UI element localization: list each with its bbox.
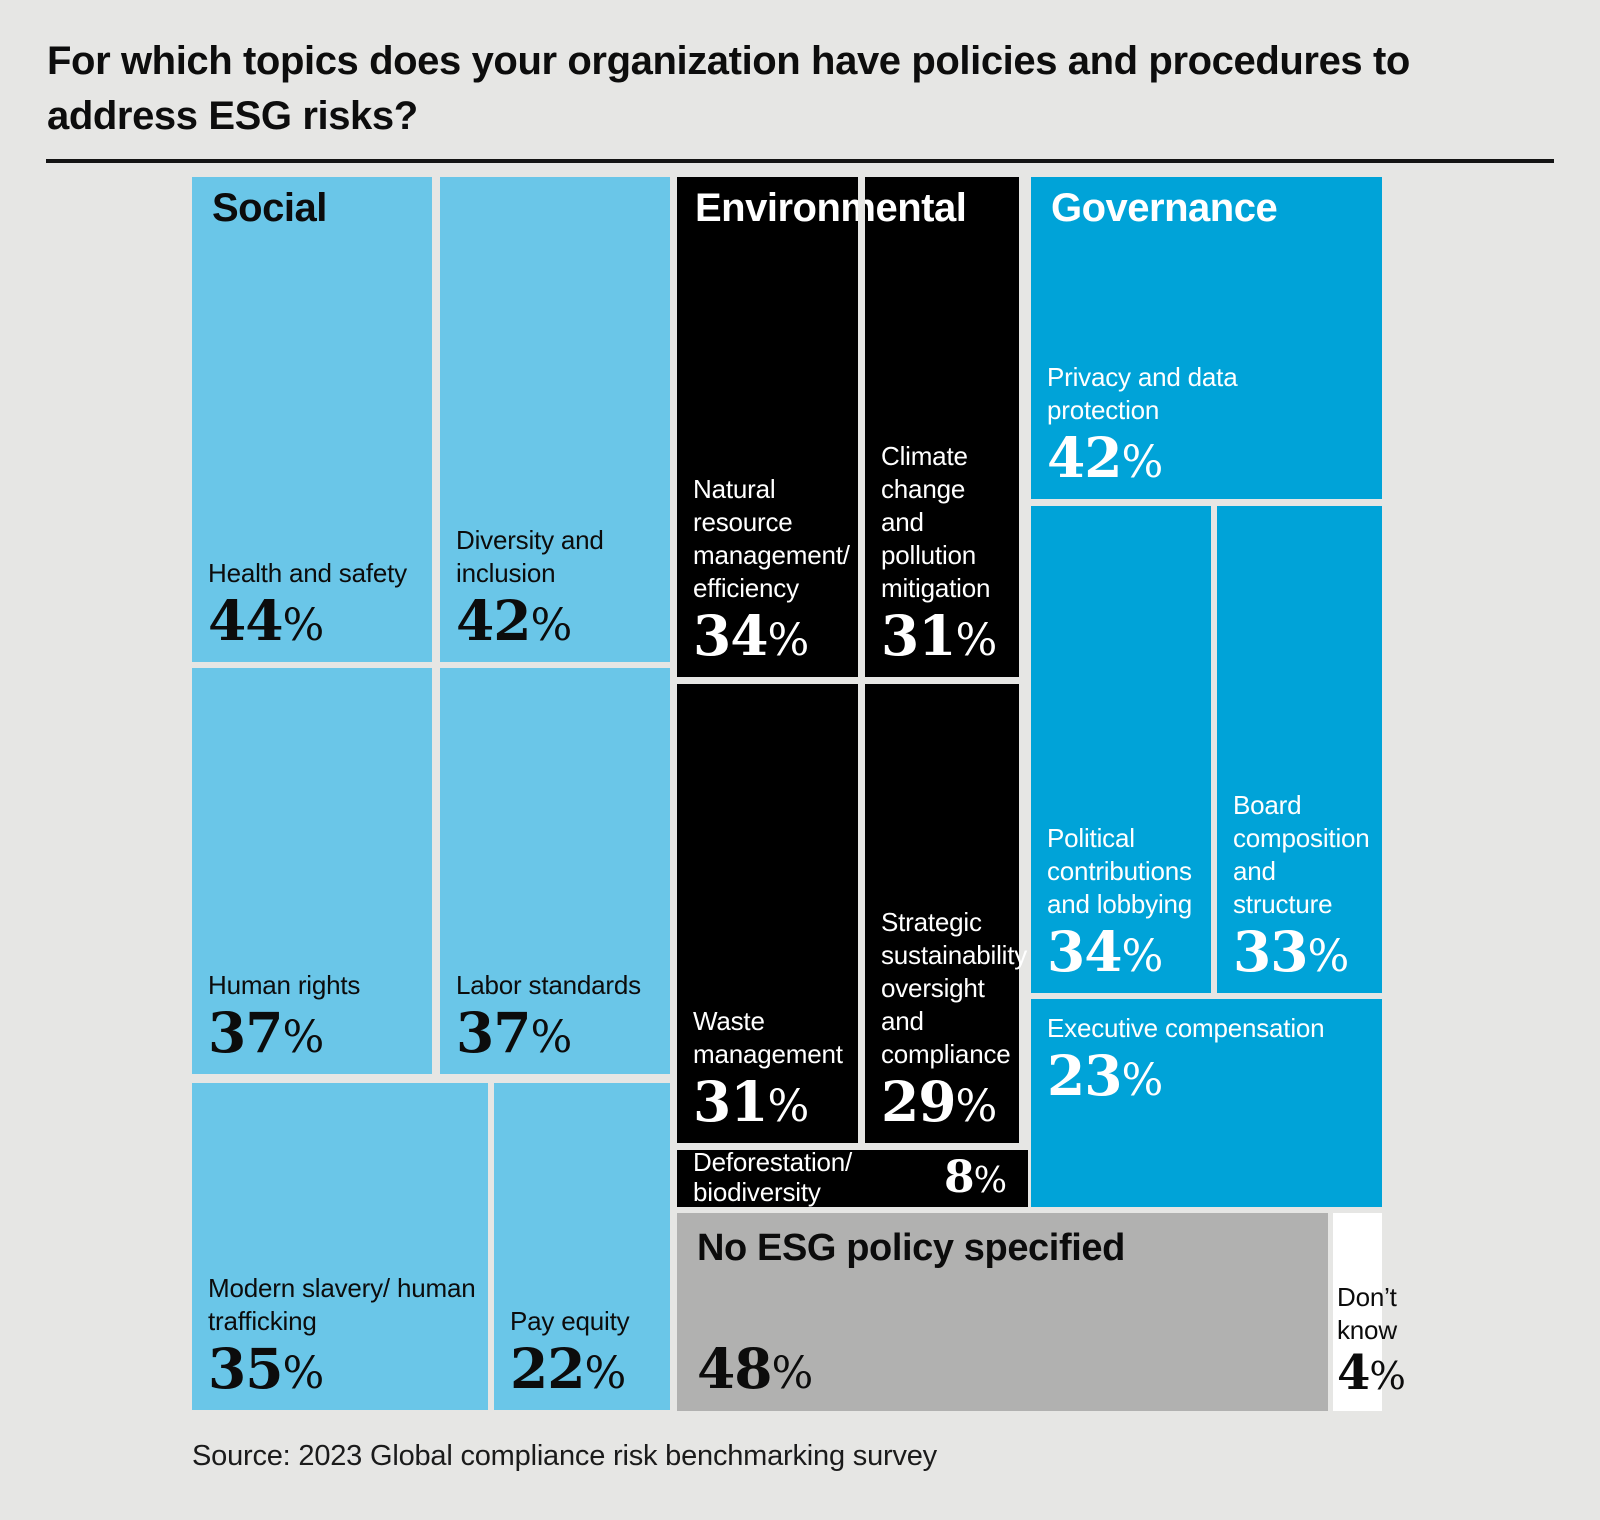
cell-natural-resource-management-efficiency: Natural resource management/ efficiency … (677, 177, 858, 677)
cell-value: 44% (208, 587, 324, 653)
cell-label: Privacy and data protection (1047, 361, 1238, 425)
cell-human-rights: Human rights 37% (192, 668, 432, 1074)
cell-label: Strategic sustainability oversight and c… (881, 906, 1028, 1069)
cell-value: 31% (693, 1068, 809, 1134)
cell-label: Pay equity (510, 1305, 630, 1336)
cell-value: 34% (693, 602, 809, 668)
cell-executive-compensation: Executive compensation 23% (1031, 999, 1382, 1207)
cell-label: Human rights (208, 969, 361, 1000)
cell-diversity-and-inclusion: Diversity and inclusion 42% (440, 177, 670, 662)
cell-label: Natural resource management/ efficiency (693, 473, 850, 603)
cell-value: 8% (943, 1151, 1007, 1203)
cell-value: 35% (208, 1335, 324, 1401)
cell-labor-standards: Labor standards 37% (440, 668, 670, 1074)
cell-label: Climate change and pollution mitigation (881, 440, 991, 603)
cell-modern-slavery-human-trafficking: Modern slavery/ human trafficking 35% (192, 1083, 488, 1410)
cell-value: 37% (208, 999, 324, 1065)
cell-label: Diversity and inclusion (456, 524, 604, 588)
cell-label: Deforestation/ biodiversity (693, 1147, 853, 1207)
cell-value: 23% (1047, 1043, 1163, 1109)
cell-value: 37% (456, 999, 572, 1065)
environmental-column-gap-stripe (858, 177, 865, 252)
cell-label: Modern slavery/ human trafficking (208, 1272, 476, 1336)
cell-value: 33% (1233, 918, 1349, 984)
title-divider (46, 159, 1554, 163)
cell-waste-management: Waste management 31% (677, 684, 858, 1143)
cell-deforestation-biodiversity: Deforestation/ biodiversity 8% (677, 1147, 1028, 1207)
cell-label: Labor standards (456, 969, 641, 1000)
cell-label: Don’t know (1337, 1282, 1397, 1346)
cell-political-contributions-and-lobbying: Political contributions and lobbying 34% (1031, 506, 1211, 993)
cell-value: 22% (510, 1335, 626, 1401)
cell-climate-change-and-pollution-mitigation: Climate change and pollution mitigation … (865, 177, 1019, 677)
cell-no-esg-policy-specified: No ESG policy specified 48% (677, 1213, 1328, 1411)
cell-value: 31% (881, 602, 997, 668)
cell-label: Board composition and structure (1233, 789, 1370, 919)
cell-value: 42% (456, 587, 572, 653)
cell-pay-equity: Pay equity 22% (494, 1083, 670, 1410)
cell-health-and-safety: Health and safety 44% (192, 177, 432, 662)
cell-label: Health and safety (208, 557, 407, 588)
cell-label: Executive compensation (1047, 1013, 1325, 1043)
cell-value: 29% (881, 1068, 997, 1134)
cell-board-composition-and-structure: Board composition and structure 33% (1217, 506, 1382, 993)
cell-value: 4% (1337, 1345, 1406, 1402)
cell-strategic-sustainability-oversight-and-compliance: Strategic sustainability oversight and c… (865, 684, 1028, 1143)
cell-label: Waste management (693, 1005, 843, 1069)
cell-value: 34% (1047, 918, 1163, 984)
cell-value: 42% (1047, 424, 1163, 490)
cell-label: Political contributions and lobbying (1047, 822, 1193, 919)
source-note: Source: 2023 Global compliance risk benc… (192, 1440, 937, 1472)
cell-dont-know: Don’t know 4% (1333, 1213, 1406, 1411)
cell-privacy-and-data-protection: Privacy and data protection 42% (1031, 177, 1382, 499)
no-esg-policy-header: No ESG policy specified (697, 1227, 1125, 1269)
page-title: For which topics does your organization … (47, 39, 1410, 138)
cell-value: 48% (697, 1335, 813, 1401)
